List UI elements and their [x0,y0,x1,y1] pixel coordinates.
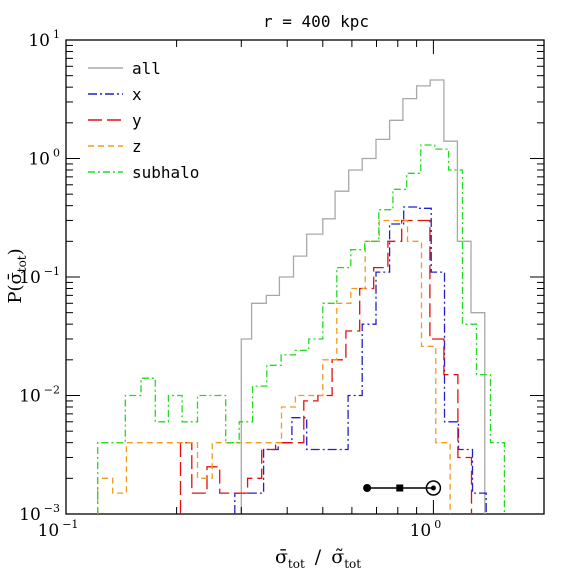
legend-label-x: x [132,85,142,104]
y-tick-label: 10 0 [28,147,60,170]
legend-label-y: y [132,111,142,130]
series-subhalo [97,144,506,514]
x-tick-label: 10 0 [410,518,442,541]
chart-title: r = 400 kpc [263,12,369,31]
annotation-dot [363,484,372,492]
annotation-ring [425,480,442,496]
series-x [234,206,487,514]
series-all [240,79,486,514]
y-axis-label: P(σ̄tot) [5,248,29,303]
legend: all xyz subhalo [88,59,199,182]
annotation-square [396,484,404,492]
x-tick-label: 10 −1 [38,518,79,541]
y-tick-label: 10 −3 [19,502,60,525]
axis-ticks: 10 −1 10 0 10 −3 10 −2 10 −1 10 0 10 1 [19,28,545,541]
annotation-ring-dot [430,485,436,491]
legend-label-z: z [132,137,142,156]
y-tick-label: 10 1 [28,28,60,51]
y-tick-label: 10 −1 [19,265,60,288]
series-z [97,219,451,514]
annotation [363,480,442,496]
legend-label-all: all [132,59,161,78]
y-tick-label: 10 −2 [19,384,60,407]
legend-label-subhalo: subhalo [132,163,199,182]
series-y [179,219,473,514]
series-layer [97,79,506,514]
x-axis-label: σ̄tot / σ̃tot [275,546,361,571]
